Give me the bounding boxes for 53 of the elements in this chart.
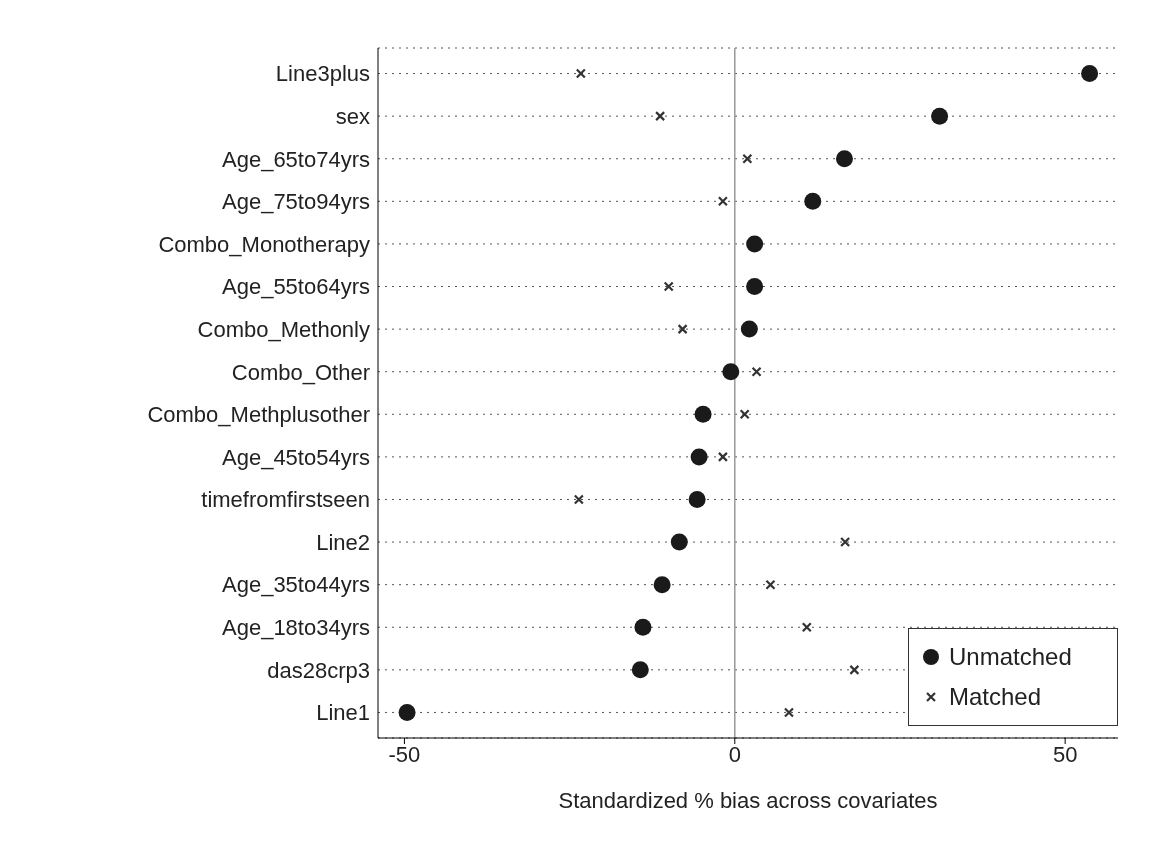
- legend-label: Matched: [949, 682, 1042, 712]
- point: [835, 150, 853, 168]
- point: [849, 664, 860, 675]
- point: [663, 281, 674, 292]
- point: [801, 622, 812, 633]
- point: [634, 618, 652, 636]
- point: [653, 576, 671, 594]
- point: [739, 409, 750, 420]
- point: [677, 324, 688, 335]
- y-tick-label: Age_55to64yrs: [222, 274, 370, 300]
- y-tick-label: Combo_Monotherapy: [158, 231, 370, 257]
- point: [804, 192, 822, 210]
- y-tick-label: Combo_Methonly: [197, 316, 370, 342]
- y-tick-label: Age_45to54yrs: [222, 444, 370, 470]
- point: [746, 235, 764, 253]
- point: [573, 494, 584, 505]
- point: [694, 405, 712, 423]
- point: [717, 196, 728, 207]
- point: [765, 579, 776, 590]
- point: [655, 111, 666, 122]
- y-tick-label: Age_18to34yrs: [222, 615, 370, 641]
- point: [631, 661, 649, 679]
- y-tick-label: Combo_Methplusother: [147, 402, 370, 428]
- y-tick-label: sex: [335, 103, 370, 129]
- point: [740, 320, 758, 338]
- y-tick-label: Line1: [316, 700, 370, 726]
- x-axis-title: Standardized % bias across covariates: [558, 788, 938, 813]
- point: [688, 490, 706, 508]
- point: [840, 536, 851, 548]
- point: [690, 448, 708, 466]
- x-tick-label: 0: [728, 741, 741, 767]
- y-tick-label: Combo_Other: [231, 359, 370, 385]
- point: [931, 107, 949, 125]
- point: [670, 533, 688, 551]
- point: [783, 707, 795, 718]
- point: [722, 363, 740, 381]
- y-tick-label: Line2: [316, 529, 370, 555]
- y-tick-label: timefromfirstseen: [201, 487, 370, 513]
- point: [717, 451, 728, 462]
- point: [746, 278, 764, 296]
- point: [1081, 65, 1099, 83]
- y-tick-label: das28crp3: [267, 657, 370, 683]
- x-tick-label: -50: [388, 741, 421, 767]
- legend-label: Unmatched: [949, 642, 1072, 672]
- point: [398, 703, 416, 721]
- y-tick-label: Age_65to74yrs: [222, 146, 370, 172]
- point: [751, 366, 762, 377]
- point: [575, 68, 586, 79]
- y-tick-label: Line3plus: [275, 61, 370, 87]
- y-tick-label: Age_35to44yrs: [222, 572, 370, 598]
- point: [742, 153, 753, 164]
- y-tick-label: Age_75to94yrs: [222, 189, 370, 215]
- x-tick-label: 50: [1052, 741, 1078, 767]
